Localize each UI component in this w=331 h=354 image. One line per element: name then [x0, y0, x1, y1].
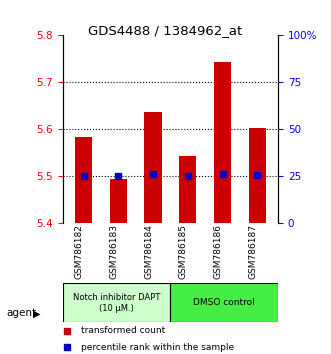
- Text: Notch inhibitor DAPT
(10 μM.): Notch inhibitor DAPT (10 μM.): [73, 293, 160, 313]
- Text: GSM786183: GSM786183: [110, 224, 118, 279]
- Text: agent: agent: [7, 308, 37, 318]
- Text: DMSO control: DMSO control: [193, 298, 255, 307]
- Text: GDS4488 / 1384962_at: GDS4488 / 1384962_at: [88, 24, 243, 36]
- Text: GSM786186: GSM786186: [213, 224, 222, 279]
- Bar: [75, 137, 92, 223]
- Bar: [63, 283, 170, 322]
- Bar: [110, 179, 127, 223]
- Text: GSM786187: GSM786187: [248, 224, 257, 279]
- Bar: [179, 156, 197, 223]
- Bar: [249, 128, 266, 223]
- Text: GSM786185: GSM786185: [179, 224, 188, 279]
- Text: GSM786182: GSM786182: [75, 224, 84, 279]
- Text: percentile rank within the sample: percentile rank within the sample: [81, 343, 234, 352]
- Bar: [144, 112, 162, 223]
- Bar: [170, 283, 278, 322]
- Bar: [214, 62, 231, 223]
- Text: transformed count: transformed count: [81, 326, 165, 335]
- Text: ▶: ▶: [33, 308, 41, 318]
- Text: GSM786184: GSM786184: [144, 224, 153, 279]
